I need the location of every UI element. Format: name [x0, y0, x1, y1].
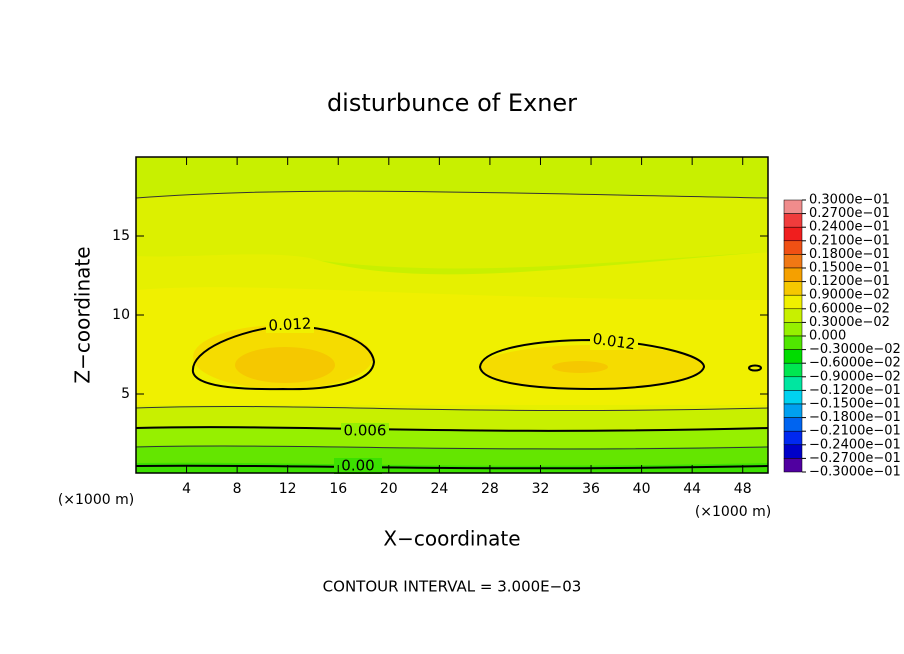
colorbar-label: −0.3000e−01: [809, 465, 901, 480]
colorbar-box: [783, 226, 803, 242]
contour-line: [191, 324, 376, 391]
colorbar-box: [783, 294, 803, 310]
band: [552, 361, 608, 373]
x-tick-label: 24: [430, 481, 448, 497]
colorbar-box: [783, 308, 803, 323]
colorbar-box: [783, 362, 803, 378]
field: [136, 157, 768, 473]
colorbar-label: 0.9000e−02: [809, 288, 890, 303]
colorbar-label: −0.1200e−01: [809, 383, 901, 398]
colorbar-label: 0.2400e−01: [809, 220, 890, 235]
contour-label: 0.012: [268, 314, 312, 334]
colorbar-box: [783, 281, 803, 296]
band: [235, 347, 335, 383]
colorbar-label: 0.000: [809, 329, 846, 344]
colorbar-label: −0.3000e−02: [809, 342, 901, 357]
contour-line: [748, 364, 762, 372]
colorbar-label: 0.1200e−01: [809, 274, 890, 289]
x-tick-label: 28: [481, 481, 499, 497]
colorbar-box: [783, 349, 803, 364]
x-tick-label: 44: [683, 481, 701, 497]
colorbar-box: [783, 430, 803, 446]
x-tick-label: 32: [532, 481, 550, 497]
band: [136, 191, 768, 269]
colorbar-label: −0.2700e−01: [809, 451, 901, 466]
x-tick-label: 12: [279, 481, 297, 497]
colorbar-label: 0.3000e−01: [809, 193, 890, 208]
colorbar-label: −0.1800e−01: [809, 410, 901, 425]
colorbar-box: [783, 240, 803, 255]
x-tick-label: 16: [329, 481, 347, 497]
colorbar-box: [783, 267, 803, 282]
x-tick-label: 40: [633, 481, 651, 497]
x-tick-label: 4: [182, 481, 191, 497]
colorbar-box: [783, 322, 803, 337]
contour-label-bg: [341, 423, 389, 439]
colorbar-label: 0.1800e−01: [809, 247, 890, 262]
colorbar-label: −0.1500e−01: [809, 397, 901, 412]
x-tick-label: 20: [380, 481, 398, 497]
colorbar-box: [783, 403, 803, 418]
contour-line: [478, 338, 706, 391]
contour-line: [135, 405, 769, 412]
colorbar-label: 0.1500e−01: [809, 261, 890, 276]
colorbar-box: [783, 254, 803, 269]
colorbar-label: 0.6000e−02: [809, 301, 890, 316]
colorbar-box: [783, 417, 803, 432]
x-tick-label: 8: [233, 481, 242, 497]
footer: CONTOUR INTERVAL = 3.000E−03: [323, 578, 582, 596]
colorbar-box: [783, 199, 803, 214]
colorbar-label: 0.2700e−01: [809, 206, 890, 221]
colorbar-label: −0.9000e−02: [809, 369, 901, 384]
y-tick-label: 10: [112, 307, 130, 323]
colorbar-box: [783, 335, 803, 350]
x-unit: (×1000 m): [58, 492, 134, 508]
contour-line: [135, 464, 769, 470]
contour-label-bg: [334, 458, 382, 474]
colorbar-box: [783, 458, 803, 473]
colorbar-label: −0.2100e−01: [809, 424, 901, 439]
colorbar-label: 0.3000e−02: [809, 315, 890, 330]
y-tick-label: 5: [121, 386, 130, 402]
x-unit: (×1000 m): [695, 504, 771, 520]
y-axis-label: Z−coordinate: [71, 246, 95, 383]
colorbar-label: 0.2100e−01: [809, 233, 890, 248]
contour-line: [135, 426, 769, 432]
contour-label-bg: [590, 334, 638, 350]
contour-label-bg: [266, 317, 314, 333]
y-tick-label: 15: [112, 228, 130, 244]
colorbar-box: [783, 213, 803, 228]
contour-label: 0.012: [592, 330, 637, 354]
colorbar-box: [783, 390, 803, 405]
colorbar-label: −0.2400e−01: [809, 437, 901, 452]
contour-line: [135, 445, 769, 450]
x-axis-label: X−coordinate: [383, 527, 520, 551]
contour-line: [135, 190, 769, 199]
colorbar-box: [783, 444, 803, 459]
colorbar-box: [783, 376, 803, 391]
chart-title: disturbunce of Exner: [327, 89, 577, 117]
x-tick-label: 48: [734, 481, 752, 497]
x-tick-label: 36: [582, 481, 600, 497]
colorbar-label: −0.6000e−02: [809, 356, 901, 371]
contour-label: 0.006: [344, 422, 387, 440]
contour-label: 0.00: [341, 457, 374, 475]
